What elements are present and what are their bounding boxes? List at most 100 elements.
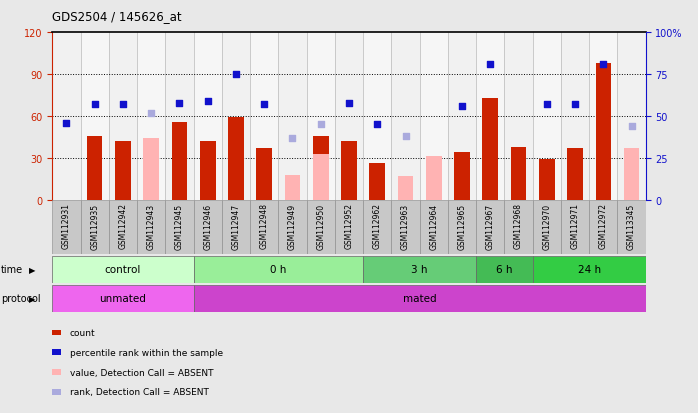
Bar [313,154,329,200]
Bar [222,200,250,254]
Bar [476,256,533,283]
Bar [193,256,363,283]
Bar [193,200,222,254]
Bar [539,160,554,200]
Bar [52,285,193,312]
Text: ▶: ▶ [29,294,36,303]
Bar [279,33,306,200]
Bar [222,33,250,200]
Point [597,62,609,68]
Bar [200,142,216,200]
Bar [567,149,583,200]
Text: GSM112947: GSM112947 [232,203,241,249]
Bar [476,200,505,254]
Bar [228,118,244,200]
Text: GSM112972: GSM112972 [599,203,608,249]
Bar [363,256,476,283]
Text: GSM112942: GSM112942 [119,203,128,249]
Text: GSM112962: GSM112962 [373,203,382,249]
Text: 6 h: 6 h [496,264,512,275]
Text: 3 h: 3 h [411,264,428,275]
Bar [505,200,533,254]
Bar [595,64,611,200]
Bar [533,33,561,200]
Text: GSM112949: GSM112949 [288,203,297,249]
Bar [448,33,476,200]
Bar [52,33,80,200]
Bar [476,33,505,200]
Bar [172,122,187,200]
Bar [109,200,137,254]
Bar [165,33,193,200]
Text: unmated: unmated [100,293,147,304]
Bar [341,142,357,200]
Bar [137,33,165,200]
Text: GSM112965: GSM112965 [457,203,466,249]
Point [343,100,355,107]
Bar [306,200,335,254]
Text: ▶: ▶ [29,265,36,274]
Text: GSM112943: GSM112943 [147,203,156,249]
Bar [193,33,222,200]
Text: GSM112964: GSM112964 [429,203,438,249]
Bar [505,33,533,200]
Text: GSM112971: GSM112971 [570,203,579,249]
Bar [392,33,419,200]
Point [89,102,101,108]
Bar [618,33,646,200]
Bar [419,33,448,200]
Point [287,135,298,142]
Text: GSM112967: GSM112967 [486,203,495,249]
Text: percentile rank within the sample: percentile rank within the sample [70,348,223,357]
Point [202,98,214,105]
Point [117,102,128,108]
Bar [52,256,193,283]
Bar [52,200,80,254]
Point [259,102,270,108]
Point [456,103,468,110]
Text: mated: mated [403,293,436,304]
Bar [193,285,646,312]
Text: 0 h: 0 h [270,264,287,275]
Bar [561,33,589,200]
Point [315,122,327,128]
Point [174,100,185,107]
Text: GSM112970: GSM112970 [542,203,551,249]
Point [400,133,411,140]
Point [570,102,581,108]
Bar [482,99,498,200]
Text: time: time [1,264,23,275]
Point [484,62,496,68]
Bar [589,200,618,254]
Bar [313,136,329,200]
Text: GSM112946: GSM112946 [203,203,212,249]
Bar [533,200,561,254]
Bar [250,33,279,200]
Bar [618,200,646,254]
Point [626,123,637,130]
Text: value, Detection Call = ABSENT: value, Detection Call = ABSENT [70,368,214,377]
Bar [109,33,137,200]
Bar [80,33,109,200]
Text: rank, Detection Call = ABSENT: rank, Detection Call = ABSENT [70,387,209,396]
Bar [137,200,165,254]
Bar [533,256,646,283]
Bar [144,139,159,200]
Bar [419,200,448,254]
Bar [115,142,131,200]
Text: GSM113345: GSM113345 [627,203,636,249]
Bar [589,33,618,200]
Bar [250,200,279,254]
Text: GSM112952: GSM112952 [345,203,353,249]
Text: GSM112968: GSM112968 [514,203,523,249]
Bar [285,175,300,200]
Bar [335,200,363,254]
Bar [624,149,639,200]
Bar [398,177,413,200]
Text: GSM112950: GSM112950 [316,203,325,249]
Point [230,71,242,78]
Bar [426,157,442,200]
Text: GSM112963: GSM112963 [401,203,410,249]
Point [146,110,157,116]
Bar [363,33,392,200]
